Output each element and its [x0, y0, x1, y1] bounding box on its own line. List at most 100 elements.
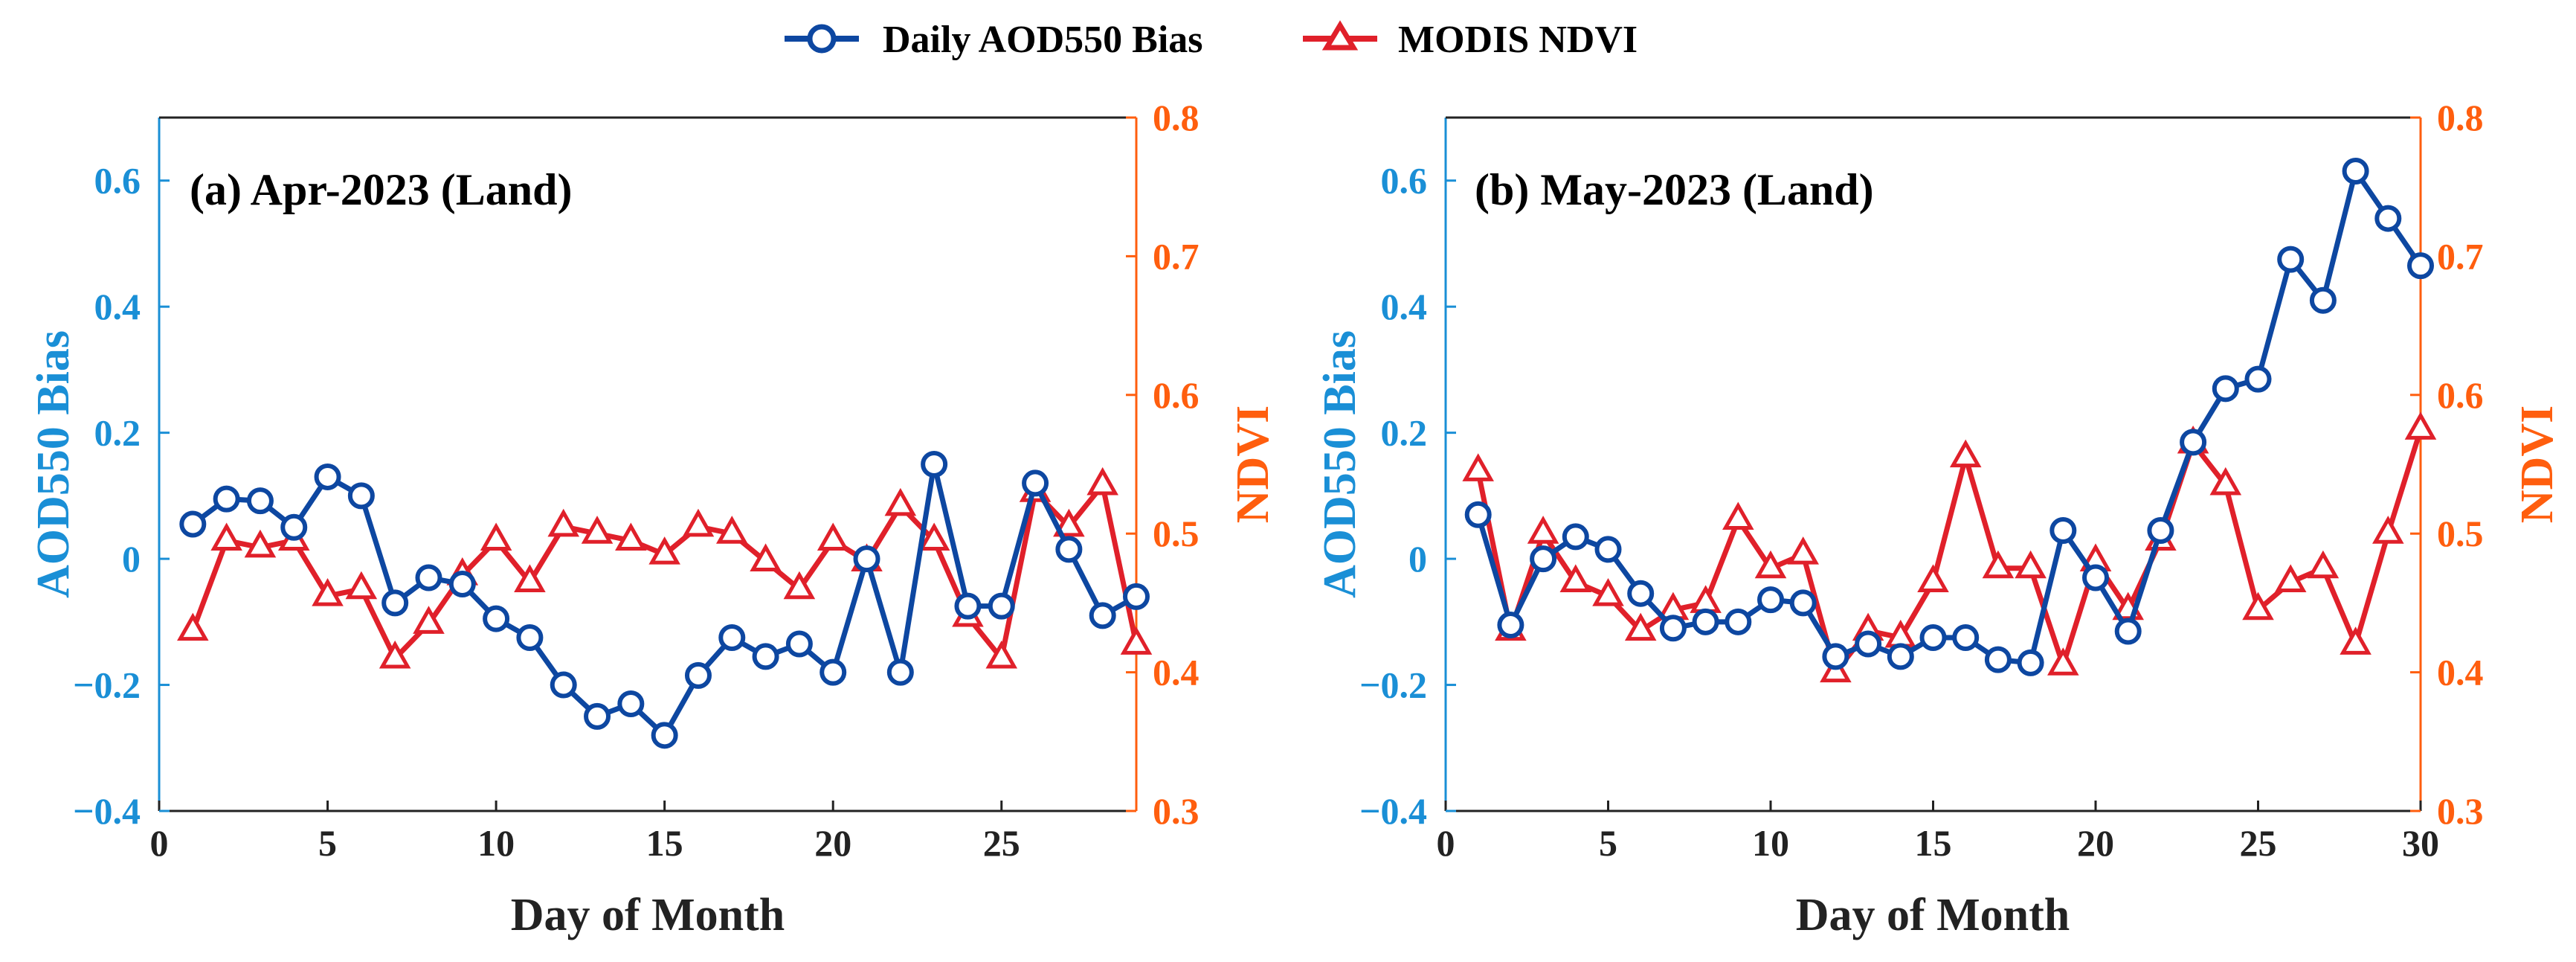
ndvi-point: [514, 564, 546, 592]
legend: Daily AOD550 Bias MODIS NDVI: [785, 19, 1638, 61]
legend-label-aod: Daily AOD550 Bias: [883, 19, 1203, 61]
y2-tick-label: 0.3: [2437, 790, 2484, 832]
ndvi-point: [1086, 466, 1118, 496]
aod-point: [1984, 646, 2012, 673]
ndvi-point: [750, 543, 782, 571]
ndvi-point: [210, 522, 242, 551]
aod-point: [921, 451, 948, 478]
aod-point: [1757, 586, 1784, 614]
aod-point: [381, 589, 409, 617]
ndvi-point: [1722, 501, 1754, 530]
aod-point: [1822, 643, 1849, 670]
x-tick-label: 5: [318, 822, 337, 864]
ndvi-point: [413, 606, 445, 634]
aod-point: [584, 702, 611, 730]
aod-point: [246, 487, 274, 515]
x-tick-label: 10: [1752, 822, 1789, 864]
aod-point: [2114, 618, 2142, 645]
y2-axis-label: NDVI: [1228, 405, 1278, 523]
ndvi-point: [615, 522, 647, 551]
y-axis-label: AOD550 Bias: [28, 330, 79, 598]
aod-point: [516, 624, 544, 651]
ndvi-point: [817, 522, 849, 551]
aod-point: [1089, 602, 1116, 629]
aod-point: [213, 485, 240, 513]
aod-point: [651, 722, 678, 749]
aod-point: [2374, 205, 2402, 232]
ndvi-point: [581, 516, 614, 544]
aod-point: [448, 570, 476, 597]
aod-point: [2309, 286, 2337, 314]
legend-triangle-marker: [1321, 20, 1359, 51]
axes-a: [158, 116, 1138, 812]
ndvi-point: [1462, 453, 1494, 481]
aod-point: [785, 630, 813, 658]
aod-point: [617, 690, 645, 717]
ndvi-point: [345, 571, 378, 600]
ndvi-point: [1053, 508, 1085, 537]
y-axis-label: AOD550 Bias: [1315, 330, 1365, 598]
y-tick-label: 0: [1408, 538, 1427, 580]
y-tick-label: 0.6: [94, 160, 141, 202]
ndvi-point: [783, 571, 816, 600]
aod-point: [988, 592, 1015, 620]
aod-point: [1855, 630, 1882, 658]
y2-tick-label: 0.5: [1153, 513, 1200, 554]
aod-point: [483, 605, 510, 632]
aod-point: [1887, 643, 1914, 670]
x-tick-label: 0: [150, 822, 169, 864]
aod-point: [853, 545, 880, 573]
x-tick-label: 20: [2077, 822, 2114, 864]
ndvi-point: [884, 487, 917, 516]
ndvi-point: [2274, 564, 2307, 592]
ndvi-point: [312, 578, 344, 606]
panel-title: (b) May-2023 (Land): [1475, 165, 1874, 214]
y2-tick-label: 0.6: [2437, 374, 2484, 416]
y2-tick-label: 0.6: [1153, 374, 1200, 416]
ndvi-point: [2404, 411, 2437, 440]
ndvi-point: [2242, 591, 2274, 621]
ndvi-point: [1787, 536, 1819, 565]
ndvi-point: [918, 522, 950, 551]
aod-point: [1789, 589, 1817, 617]
aod-point: [415, 564, 442, 591]
aod-point: [1022, 469, 1049, 497]
aod-point: [2017, 649, 2044, 676]
aod-point: [1725, 608, 1752, 635]
x-tick-label: 5: [1599, 822, 1617, 864]
x-tick-label: 15: [646, 822, 683, 864]
x-tick-label: 25: [983, 822, 1020, 864]
y2-tick-label: 0.7: [1153, 235, 1200, 277]
ndvi-point: [648, 536, 680, 565]
aod-point: [2180, 429, 2207, 456]
ndvi-point: [1527, 516, 1559, 544]
ndvi-point: [1624, 612, 1657, 641]
ndvi-point: [1592, 578, 1624, 606]
y2-tick-label: 0.3: [1153, 790, 1200, 832]
aod-point: [2212, 375, 2239, 403]
x-tick-label: 10: [477, 822, 515, 864]
ndvi-point: [715, 516, 748, 544]
aod-point: [1627, 580, 1655, 607]
ndvi-point: [985, 640, 1018, 669]
axes-b: [1444, 116, 2422, 812]
y2-tick-label: 0.5: [2437, 513, 2484, 554]
x-axis-label: Day of Month: [511, 890, 785, 940]
ndvi-point: [2047, 647, 2079, 676]
ndvi-line: [190, 482, 1139, 661]
aod-point: [550, 671, 577, 699]
y-tick-label: −0.2: [1359, 664, 1427, 706]
x-tick-label: 0: [1437, 822, 1455, 864]
aod-point: [820, 658, 847, 686]
aod-point: [2407, 252, 2434, 280]
x-tick-label: 25: [2240, 822, 2277, 864]
aod-point: [2244, 365, 2272, 393]
y-tick-label: 0.4: [94, 286, 141, 327]
y-tick-label: −0.4: [1359, 790, 1427, 832]
aod-point: [1919, 624, 1947, 651]
aod-point: [1497, 612, 1524, 639]
y2-axis-label: NDVI: [2512, 405, 2563, 523]
ndvi-point: [1690, 585, 1722, 613]
aod-point: [1123, 583, 1150, 610]
ndvi-point: [2340, 626, 2371, 655]
